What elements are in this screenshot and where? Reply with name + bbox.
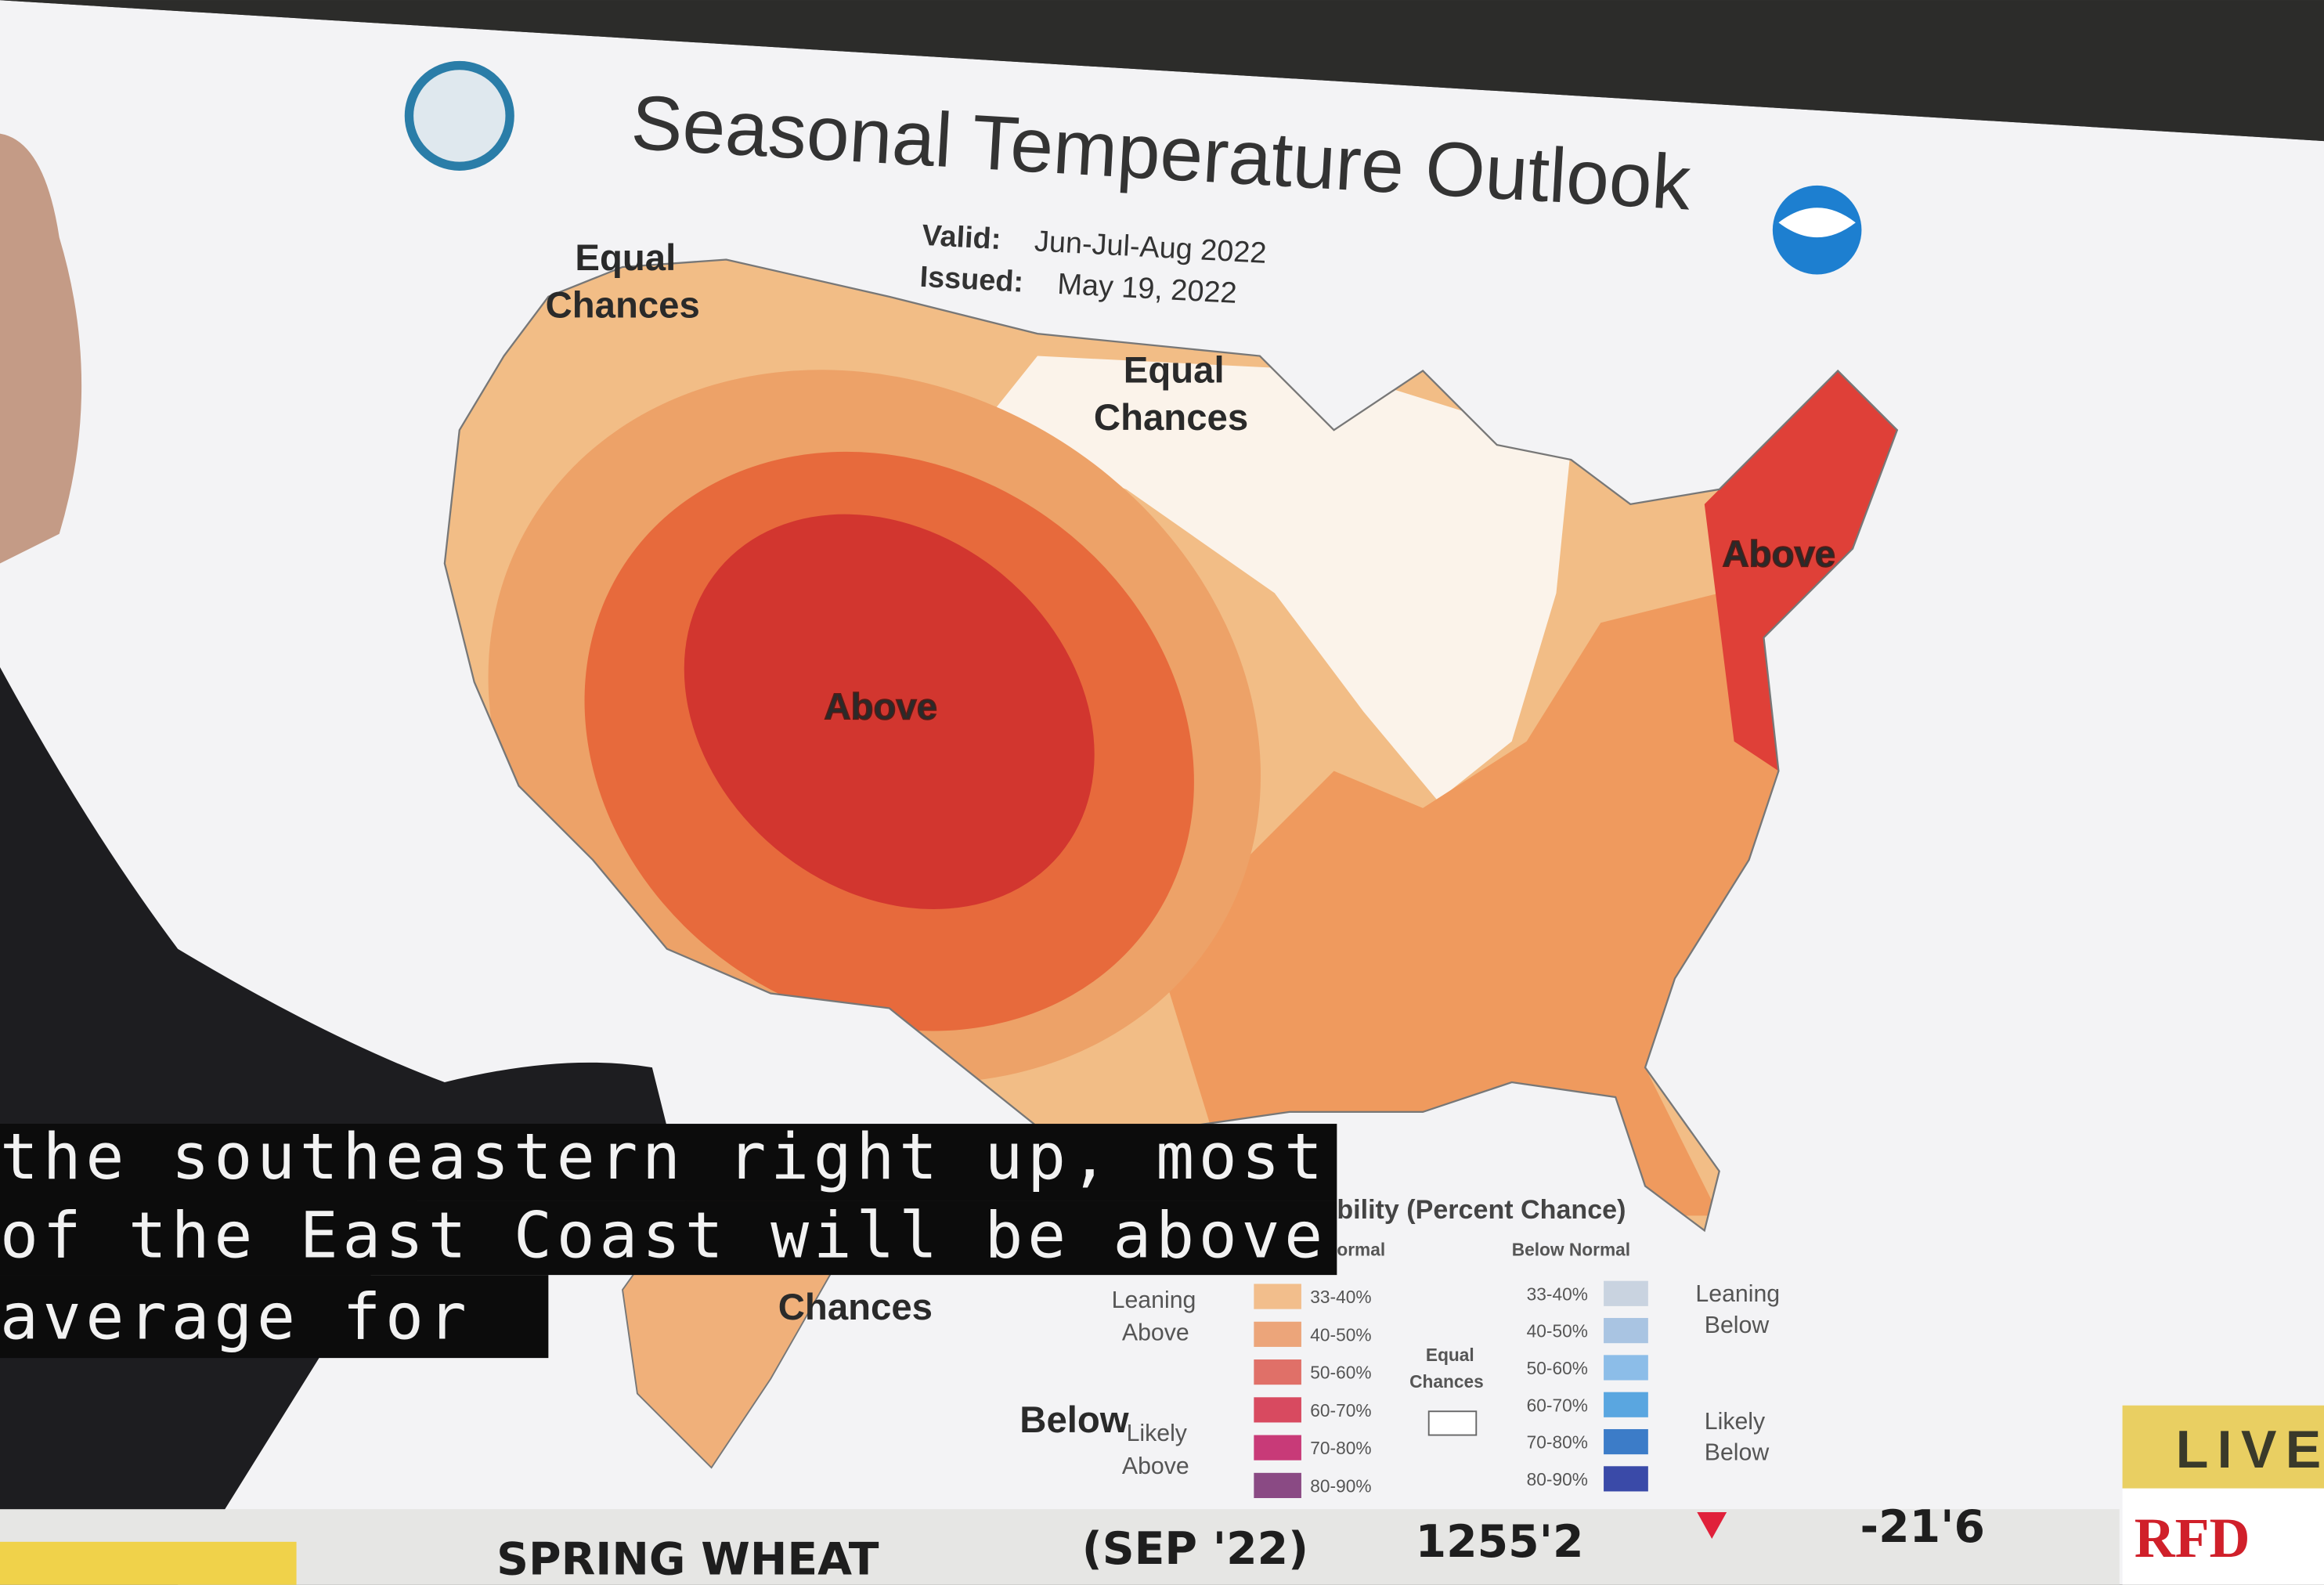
legend-swatch bbox=[1604, 1392, 1648, 1417]
legend-group: Equal bbox=[1426, 1345, 1474, 1365]
legend-range: 80-90% bbox=[1527, 1469, 1588, 1489]
live-bug bbox=[2122, 1405, 2324, 1489]
map-label: Above bbox=[824, 686, 937, 728]
doc-logo bbox=[404, 60, 514, 171]
legend-swatch bbox=[1254, 1472, 1301, 1498]
legend-header: ormal bbox=[1337, 1240, 1385, 1260]
legend-range: 33-40% bbox=[1310, 1287, 1371, 1307]
legend-swatch bbox=[1604, 1318, 1648, 1344]
legend-swatch bbox=[1604, 1428, 1648, 1455]
legend-above: 33-40% 40-50% 50-60% 60-70% 70-80% 80-90% bbox=[1254, 1284, 1372, 1498]
map-label: Above bbox=[1723, 533, 1836, 575]
legend-swatch bbox=[1604, 1355, 1648, 1381]
ticker-accent bbox=[0, 1541, 297, 1585]
legend-group: Below bbox=[1705, 1440, 1770, 1466]
ticker-change: -21'6 bbox=[1860, 1501, 1985, 1553]
caption-line: of the East Coast will be above bbox=[0, 1198, 1327, 1273]
legend-group: Likely bbox=[1127, 1421, 1188, 1446]
ticker-commodity: SPRING WHEAT bbox=[496, 1533, 879, 1585]
noaa-logo-gull bbox=[1778, 208, 1856, 238]
station-logo: RFD bbox=[2135, 1507, 2250, 1569]
legend-below: 33-40% 40-50% 50-60% 60-70% 70-80% 80-90% bbox=[1527, 1280, 1648, 1492]
legend-group: Leaning bbox=[1112, 1287, 1196, 1313]
caption-line: average for bbox=[0, 1280, 471, 1355]
legend-range: 80-90% bbox=[1310, 1475, 1371, 1496]
bezel-top bbox=[0, 0, 2324, 142]
map-label: Chances bbox=[546, 284, 700, 326]
map-label: Below bbox=[1019, 1399, 1129, 1441]
caption-box bbox=[0, 1200, 1337, 1276]
caption-line: the southeastern right up, most bbox=[0, 1120, 1327, 1194]
legend-range: 50-60% bbox=[1310, 1363, 1371, 1383]
legend-range: 50-60% bbox=[1527, 1358, 1588, 1378]
legend-swatch bbox=[1254, 1435, 1301, 1460]
legend-group: Below bbox=[1705, 1312, 1770, 1338]
ticker-price: 1255'2 bbox=[1416, 1516, 1584, 1568]
live-text: LIVE bbox=[2176, 1420, 2324, 1479]
ticker-contract: (SEP '22) bbox=[1082, 1523, 1308, 1575]
above-60-area bbox=[684, 514, 1095, 909]
caption-box bbox=[0, 1275, 549, 1359]
legend-group: Above bbox=[1122, 1453, 1189, 1479]
legend-swatch bbox=[1604, 1280, 1648, 1306]
station-bug bbox=[2122, 1488, 2324, 1585]
map-label: Chances bbox=[1094, 397, 1248, 439]
us-outline bbox=[443, 258, 1899, 1233]
legend-range: 33-40% bbox=[1527, 1284, 1588, 1304]
legend-swatch bbox=[1427, 1410, 1478, 1436]
leaning-above-area bbox=[1156, 593, 1839, 1216]
legend-header: Below Normal bbox=[1512, 1240, 1630, 1260]
presenter-head bbox=[0, 133, 82, 564]
legend-title: bility (Percent Chance) bbox=[1337, 1195, 1626, 1225]
map-label: Chances bbox=[778, 1287, 933, 1328]
equal-chances-area bbox=[978, 356, 1572, 801]
caption-box bbox=[0, 1124, 1337, 1201]
legend-group: Chances bbox=[1409, 1371, 1484, 1392]
map-label: Equal bbox=[1124, 350, 1225, 392]
legend-swatch bbox=[1254, 1397, 1301, 1423]
legend-range: 60-70% bbox=[1527, 1395, 1588, 1415]
ticker-down-arrow bbox=[1697, 1511, 1727, 1540]
legend-swatch bbox=[1604, 1466, 1648, 1492]
legend-range: 70-80% bbox=[1310, 1438, 1371, 1458]
legend-swatch bbox=[1254, 1359, 1301, 1385]
legend-swatch bbox=[1254, 1284, 1301, 1309]
legend-range: 40-50% bbox=[1310, 1324, 1371, 1345]
northeast-above-area bbox=[1704, 370, 1897, 771]
legend-group: Leaning bbox=[1695, 1281, 1780, 1307]
ticker-bar bbox=[0, 1509, 2120, 1585]
map-label: Equal bbox=[575, 237, 676, 279]
legend-group: Likely bbox=[1705, 1409, 1766, 1435]
legend-group: Above bbox=[1122, 1320, 1189, 1345]
legend-range: 40-50% bbox=[1527, 1321, 1588, 1341]
issued-label: Issued: bbox=[919, 261, 1025, 299]
legend-range: 60-70% bbox=[1310, 1400, 1371, 1421]
valid-label: Valid: bbox=[921, 219, 1001, 256]
legend-swatch bbox=[1254, 1321, 1301, 1347]
legend-range: 70-80% bbox=[1527, 1432, 1588, 1453]
